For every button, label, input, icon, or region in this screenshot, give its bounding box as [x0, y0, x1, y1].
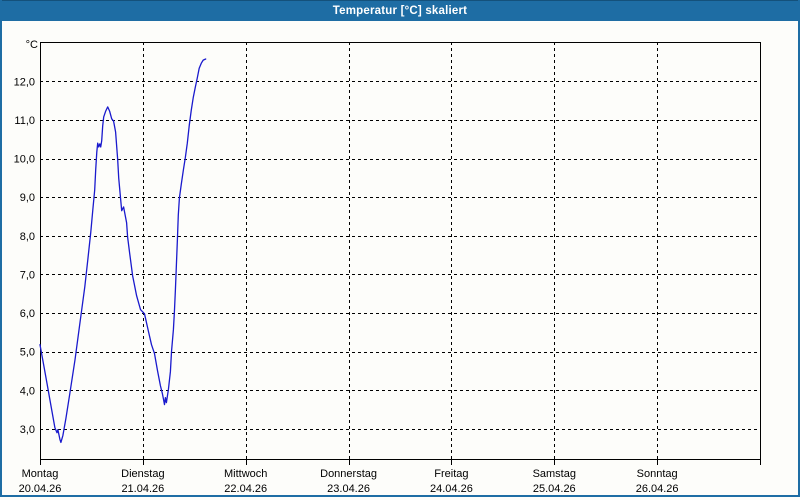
y-tick-label: 6,0	[20, 308, 35, 320]
x-axis-day-label: Montag	[22, 468, 59, 480]
x-axis-day-label: Dienstag	[121, 468, 164, 480]
x-axis-day-label: Mittwoch	[224, 468, 267, 480]
x-axis-date-label: 20.04.26	[19, 483, 62, 495]
x-axis-day-label: Freitag	[434, 468, 468, 480]
y-tick-label: 12,0	[14, 76, 35, 88]
y-axis-unit-label: °C	[26, 39, 38, 51]
y-tick-label: 8,0	[20, 231, 35, 243]
y-tick-label: 3,0	[20, 424, 35, 436]
plot-frame	[40, 42, 761, 460]
y-tick-label: 10,0	[14, 154, 35, 166]
x-axis-day-label: Sonntag	[637, 468, 678, 480]
temperature-line	[39, 58, 207, 444]
x-axis-date-label: 24.04.26	[430, 483, 473, 495]
x-axis-day-label: Donnerstag	[320, 468, 377, 480]
x-axis-day-label: Samstag	[533, 468, 576, 480]
y-tick-label: 4,0	[20, 385, 35, 397]
y-tick-label: 11,0	[14, 115, 35, 127]
title-bar[interactable]: Temperatur [°C] skaliert	[0, 0, 800, 21]
x-axis-date-label: 23.04.26	[327, 483, 370, 495]
y-tick-label: 7,0	[20, 269, 35, 281]
x-axis-date-label: 21.04.26	[121, 483, 164, 495]
y-tick-label: 5,0	[20, 347, 35, 359]
y-tick-label: 9,0	[20, 192, 35, 204]
x-axis-date-label: 22.04.26	[224, 483, 267, 495]
x-axis-date-label: 25.04.26	[533, 483, 576, 495]
window-title: Temperatur [°C] skaliert	[332, 5, 468, 17]
x-axis-date-label: 26.04.26	[636, 483, 679, 495]
